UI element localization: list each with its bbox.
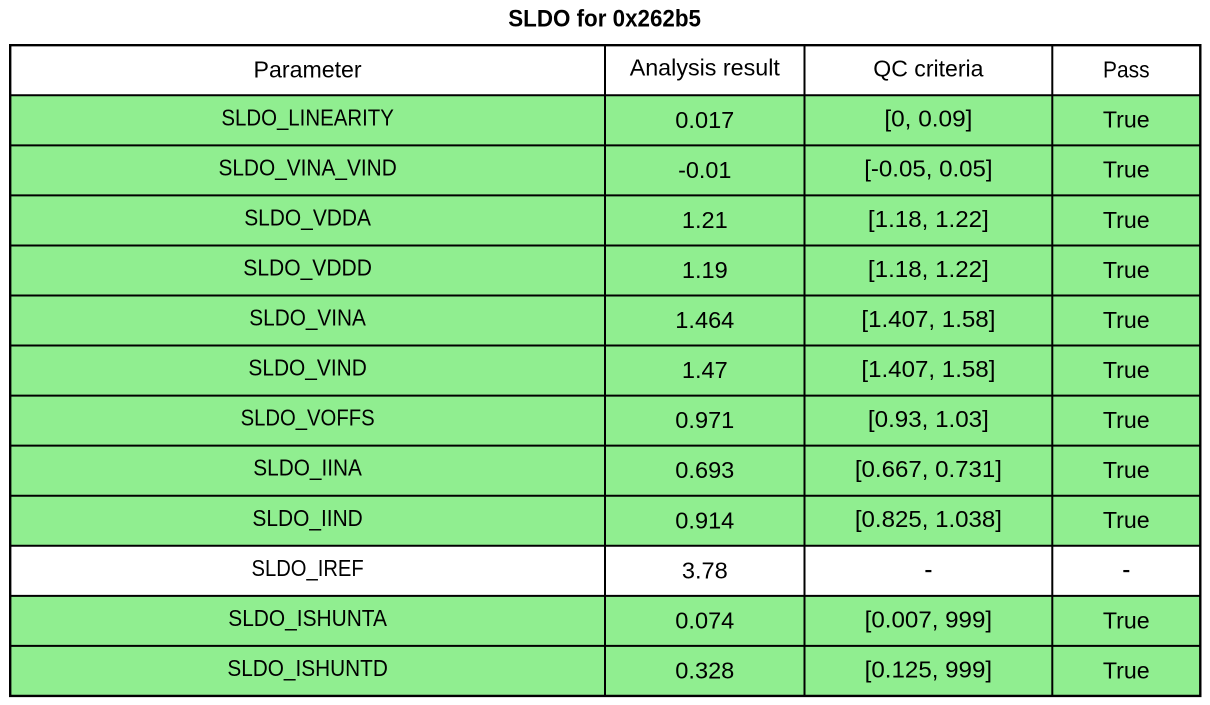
svg-text:True: True (1103, 157, 1150, 183)
svg-text:Parameter: Parameter (254, 57, 362, 83)
svg-text:SLDO_ISHUNTA: SLDO_ISHUNTA (228, 605, 387, 631)
svg-text:[1.407, 1.58]: [1.407, 1.58] (861, 356, 995, 382)
svg-text:[-0.05, 0.05]: [-0.05, 0.05] (864, 156, 992, 182)
svg-text:1.19: 1.19 (682, 257, 728, 283)
svg-text:True: True (1103, 257, 1150, 283)
svg-text:True: True (1103, 307, 1150, 333)
svg-text:[0.667, 0.731]: [0.667, 0.731] (855, 456, 1002, 482)
svg-text:True: True (1103, 207, 1150, 233)
svg-text:SLDO_VINA: SLDO_VINA (249, 305, 366, 331)
svg-text:True: True (1103, 657, 1150, 683)
svg-text:SLDO_VIND: SLDO_VIND (248, 355, 366, 381)
svg-text:0.017: 0.017 (675, 107, 734, 133)
svg-text:Analysis result: Analysis result (630, 55, 781, 81)
svg-text:QC criteria: QC criteria (873, 56, 983, 82)
svg-text:SLDO_LINEARITY: SLDO_LINEARITY (221, 104, 394, 130)
svg-text:1.47: 1.47 (682, 357, 728, 383)
svg-text:[0.825, 1.038]: [0.825, 1.038] (855, 506, 1002, 532)
svg-text:0.693: 0.693 (675, 457, 734, 483)
svg-text:[0.93, 1.03]: [0.93, 1.03] (868, 406, 989, 432)
svg-text:SLDO_VDDA: SLDO_VDDA (244, 204, 371, 230)
svg-text:True: True (1103, 507, 1150, 533)
svg-text:SLDO_IINA: SLDO_IINA (253, 455, 362, 481)
svg-text:[0.125, 999]: [0.125, 999] (865, 656, 992, 682)
svg-text:True: True (1103, 107, 1150, 133)
svg-text:True: True (1103, 457, 1150, 483)
svg-text:1.464: 1.464 (675, 307, 734, 333)
svg-text:[1.18, 1.22]: [1.18, 1.22] (868, 256, 989, 282)
svg-text:True: True (1103, 607, 1150, 633)
svg-text:0.971: 0.971 (675, 407, 734, 433)
svg-text:0.074: 0.074 (675, 607, 734, 633)
svg-text:[1.18, 1.22]: [1.18, 1.22] (868, 206, 989, 232)
svg-text:SLDO_IREF: SLDO_IREF (252, 555, 364, 581)
svg-text:SLDO_VOFFS: SLDO_VOFFS (241, 405, 375, 431)
svg-text:0.328: 0.328 (675, 658, 734, 684)
svg-text:True: True (1103, 357, 1150, 383)
svg-text:SLDO_IIND: SLDO_IIND (252, 505, 362, 531)
svg-text:1.21: 1.21 (682, 207, 728, 233)
svg-text:[0.007, 999]: [0.007, 999] (865, 606, 992, 632)
svg-text:SLDO_VINA_VIND: SLDO_VINA_VIND (218, 154, 396, 180)
svg-text:SLDO_ISHUNTD: SLDO_ISHUNTD (227, 655, 388, 681)
svg-text:-0.01: -0.01 (678, 157, 731, 183)
svg-text:True: True (1103, 407, 1150, 433)
svg-text:SLDO for 0x262b5: SLDO for 0x262b5 (508, 5, 701, 32)
svg-text:0.914: 0.914 (675, 507, 734, 533)
svg-text:3.78: 3.78 (682, 557, 728, 583)
svg-text:SLDO_VDDD: SLDO_VDDD (243, 255, 372, 281)
svg-text:[1.407, 1.58]: [1.407, 1.58] (861, 306, 995, 332)
svg-text:Pass: Pass (1103, 57, 1150, 83)
svg-text:[0, 0.09]: [0, 0.09] (884, 106, 972, 132)
